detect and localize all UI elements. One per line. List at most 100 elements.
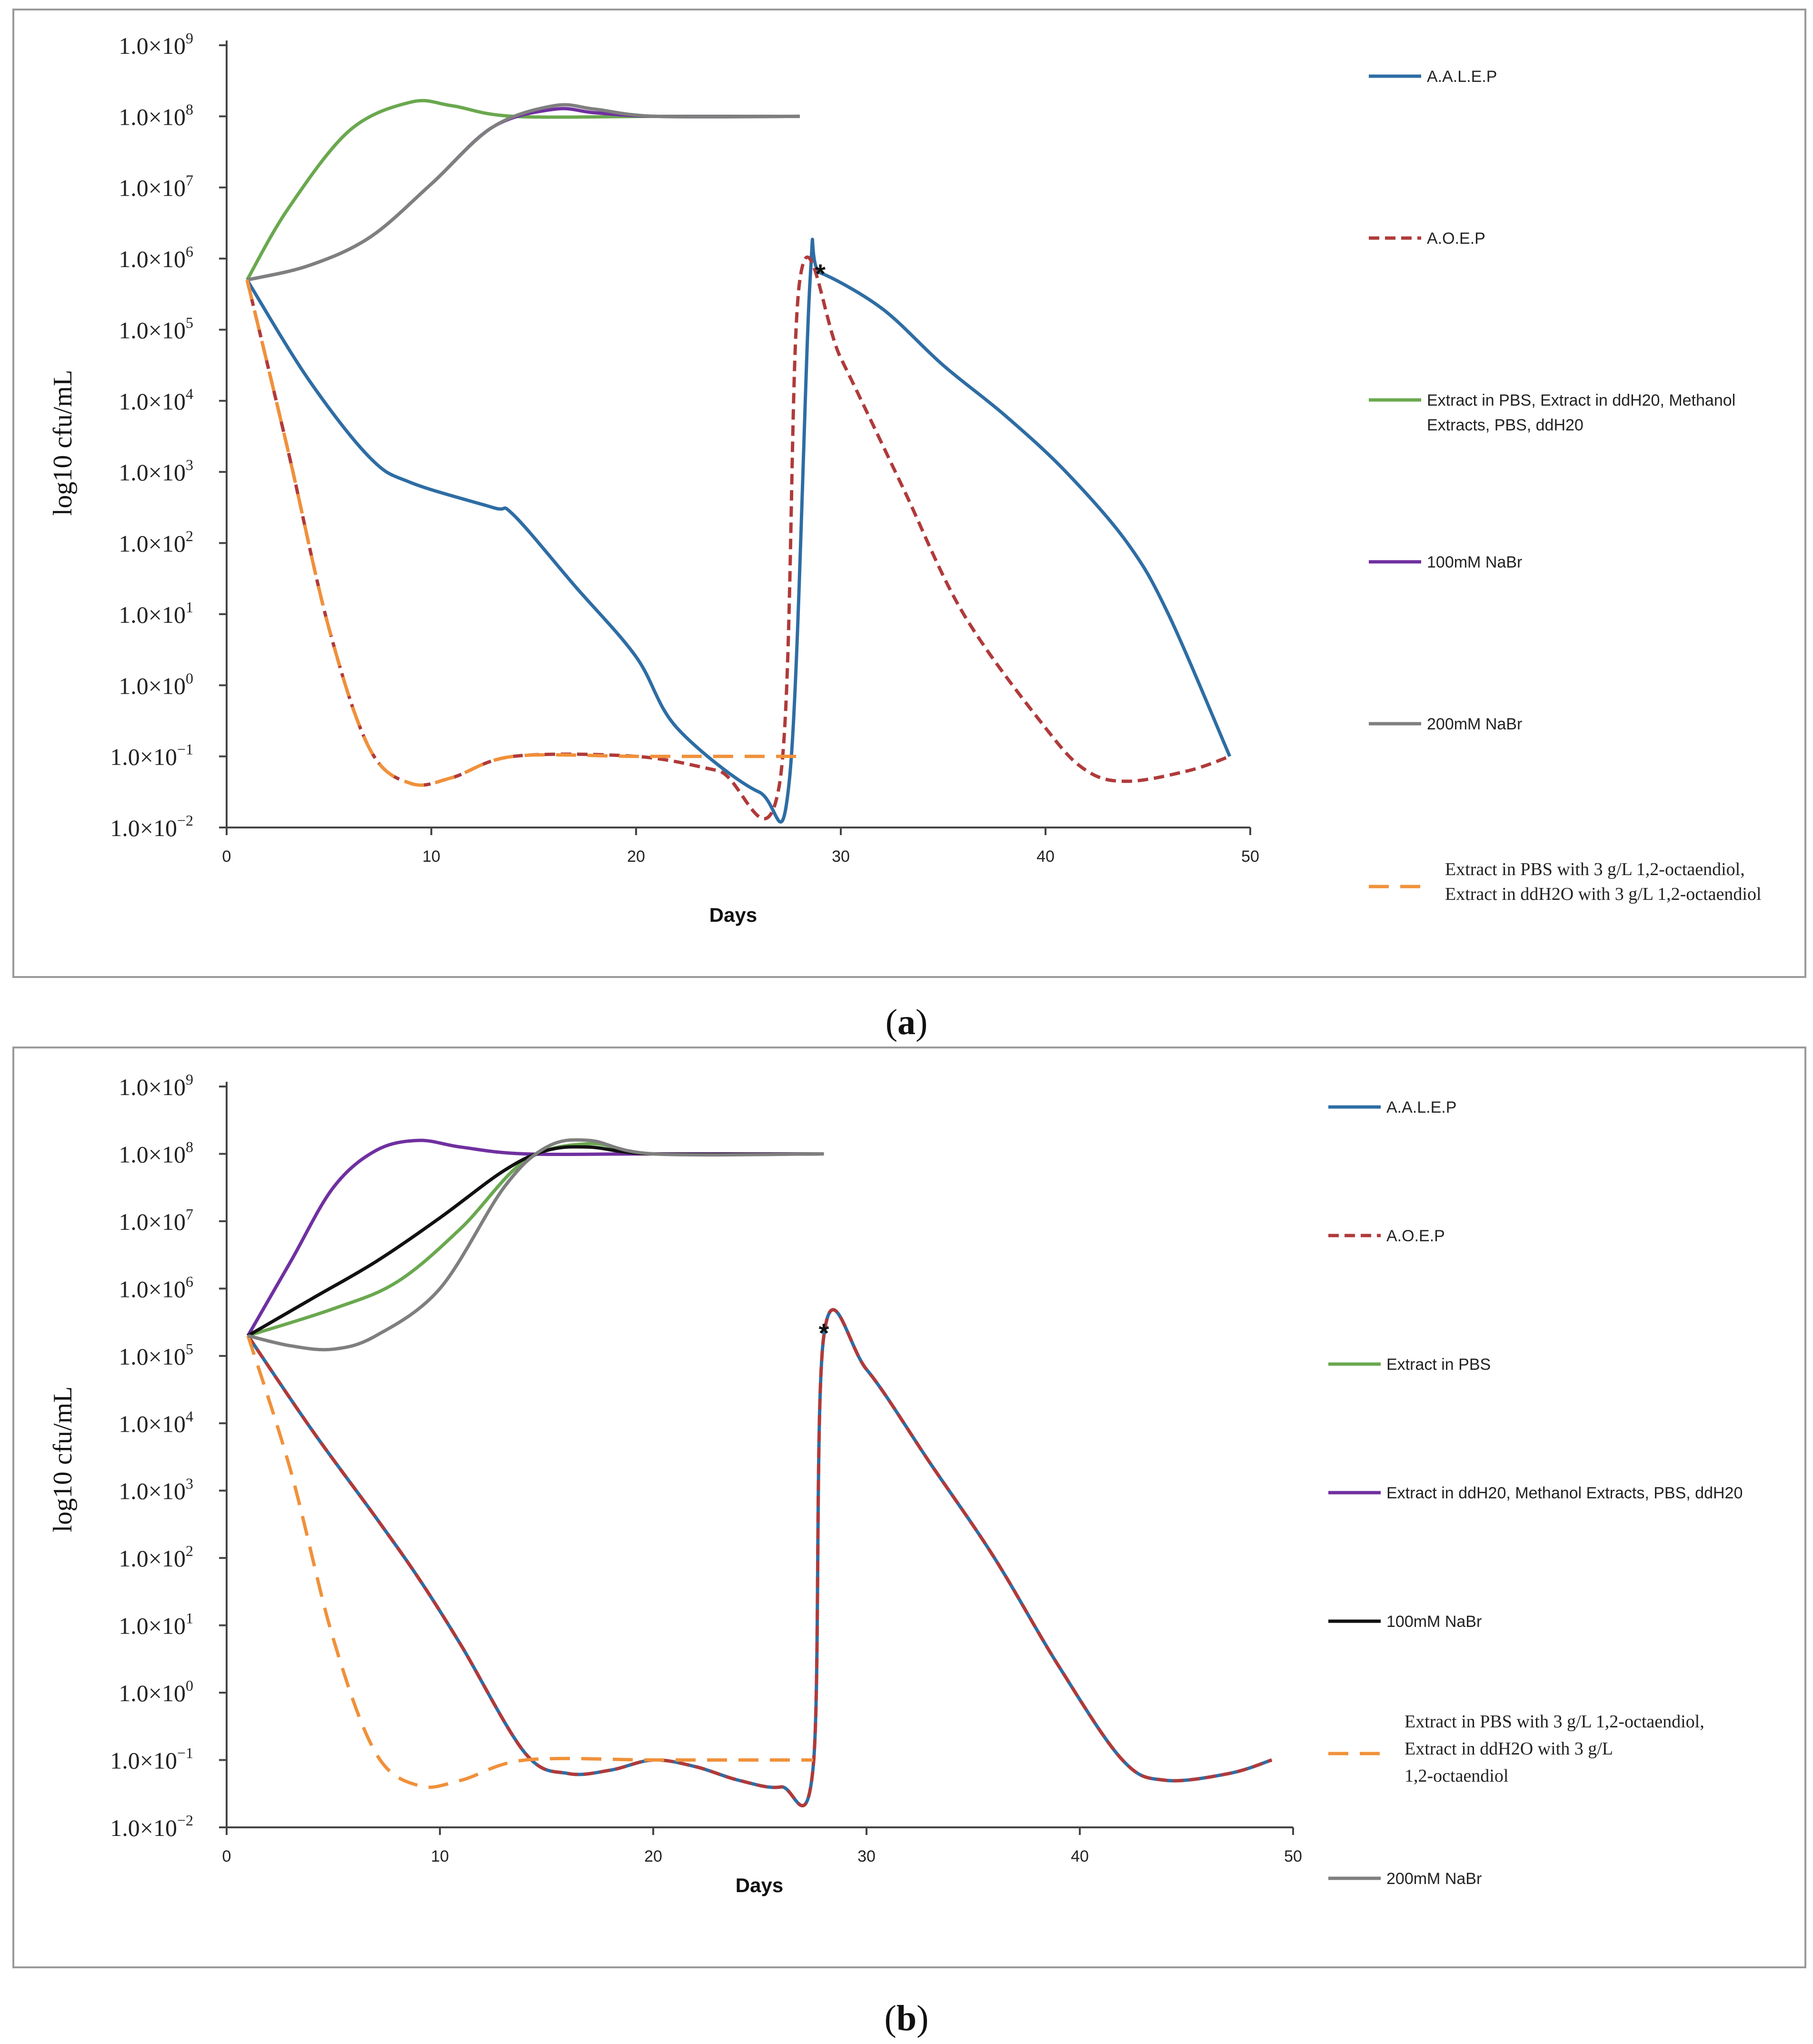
y-tick-label: 1.0×105 bbox=[119, 314, 193, 343]
y-tick-exponent: −2 bbox=[177, 812, 193, 829]
legend-label: Extracts, PBS, ddH20 bbox=[1427, 416, 1584, 434]
y-tick-label: 1.0×103 bbox=[119, 1475, 193, 1505]
y-tick-mantissa: 1.0×10 bbox=[119, 1613, 186, 1639]
y-tick-label: 1.0×105 bbox=[119, 1340, 193, 1370]
y-tick-label: 1.0×10−2 bbox=[110, 812, 193, 841]
y-tick-mantissa: 1.0×10 bbox=[119, 388, 186, 415]
y-tick-label: 1.0×104 bbox=[119, 1407, 193, 1437]
y-tick-mantissa: 1.0×10 bbox=[119, 1276, 186, 1302]
y-tick-label: 1.0×103 bbox=[119, 456, 193, 486]
y-tick-mantissa: 1.0×10 bbox=[119, 1410, 186, 1437]
legend-label: A.A.L.E.P bbox=[1386, 1098, 1456, 1117]
y-tick-exponent: 7 bbox=[186, 1206, 193, 1223]
panel-letter: a bbox=[897, 1002, 916, 1042]
x-tick-label: 30 bbox=[857, 1847, 876, 1865]
y-axis-ticks: 1.0×10−21.0×10−11.0×1001.0×1011.0×1021.0… bbox=[110, 30, 227, 841]
y-tick-mantissa: 1.0×10 bbox=[119, 1343, 186, 1370]
x-tick-label: 10 bbox=[422, 848, 440, 866]
y-tick-mantissa: 1.0×10 bbox=[119, 1141, 186, 1167]
series-line-a-a-l-e-p bbox=[246, 238, 1232, 824]
y-tick-label: 1.0×10−1 bbox=[110, 1745, 193, 1774]
legend-label: 100mM NaBr bbox=[1386, 1613, 1482, 1631]
x-tick-label: 0 bbox=[222, 848, 231, 866]
legend-item-a-o-e-p: A.O.E.P bbox=[1369, 229, 1485, 248]
y-tick-exponent: 9 bbox=[186, 30, 193, 47]
legend-label: Extract in PBS with 3 g/L 1,2-octaendiol… bbox=[1405, 1712, 1704, 1732]
legend-label: Extract in PBS bbox=[1386, 1356, 1491, 1374]
y-tick-exponent: 1 bbox=[186, 1610, 193, 1627]
panel-letter: b bbox=[897, 1998, 916, 2038]
legend-label: A.A.L.E.P bbox=[1427, 68, 1497, 86]
legend-label: Extract in PBS, Extract in ddH20, Methan… bbox=[1427, 391, 1735, 409]
y-tick-mantissa: 1.0×10 bbox=[119, 246, 186, 272]
series-line-extract-in-pbs-with-3-g-l-1-2-octaendiol-extract-in-ddh2o-with-3-g-l-1-2-octaendiol bbox=[246, 1335, 813, 1789]
y-tick-label: 1.0×10−2 bbox=[110, 1812, 193, 1841]
panel-label-a: (a) bbox=[886, 1002, 928, 1042]
y-tick-mantissa: 1.0×10 bbox=[119, 1478, 186, 1505]
y-tick-mantissa: 1.0×10 bbox=[119, 175, 186, 201]
y-tick-exponent: 5 bbox=[186, 1340, 193, 1357]
y-tick-exponent: 0 bbox=[186, 1677, 193, 1694]
legend-label: Extract in PBS with 3 g/L 1,2-octaendiol… bbox=[1445, 859, 1745, 879]
y-tick-exponent: 6 bbox=[186, 243, 193, 260]
x-tick-label: 20 bbox=[627, 848, 645, 866]
y-tick-exponent: 3 bbox=[186, 1475, 193, 1492]
legend-item-extract-in-pbs-extract-in-ddh20-methanol-extracts-pbs-ddh20: Extract in PBS, Extract in ddH20, Methan… bbox=[1369, 391, 1735, 434]
y-tick-exponent: −2 bbox=[177, 1812, 193, 1829]
y-tick-label: 1.0×102 bbox=[119, 1542, 193, 1572]
series-line-200mm-nabr bbox=[247, 1138, 824, 1352]
y-tick-exponent: −1 bbox=[177, 1745, 193, 1762]
legend-label: 200mM NaBr bbox=[1386, 1870, 1482, 1888]
y-tick-label: 1.0×101 bbox=[119, 1610, 193, 1639]
x-axis-label: Days bbox=[736, 1874, 783, 1896]
x-tick-label: 20 bbox=[644, 1847, 662, 1865]
x-tick-label: 40 bbox=[1071, 1847, 1089, 1865]
legend-label: Extract in ddH20, Methanol Extracts, PBS… bbox=[1386, 1484, 1743, 1502]
y-tick-label: 1.0×102 bbox=[119, 528, 193, 557]
legend-item-a-a-l-e-p: A.A.L.E.P bbox=[1328, 1098, 1456, 1117]
peak-annotation: * bbox=[815, 259, 826, 289]
y-tick-exponent: 4 bbox=[186, 1407, 193, 1425]
x-tick-label: 0 bbox=[222, 1847, 231, 1865]
series-group bbox=[246, 1138, 1273, 1807]
y-tick-label: 1.0×108 bbox=[119, 100, 193, 130]
y-tick-mantissa: 1.0×10 bbox=[119, 103, 186, 130]
series-line-extract-in-pbs-with-3-g-l-1-2-octaendiol-extract-in-ddh2o-with-3-g-l-1-2-octaendiol bbox=[245, 279, 800, 787]
y-tick-label: 1.0×10−1 bbox=[110, 741, 193, 770]
x-axis-ticks: 0 10 20 30 40 50 bbox=[222, 1827, 1302, 1865]
y-tick-exponent: 3 bbox=[186, 456, 193, 473]
legend: A.A.L.E.P A.O.E.P Extract in PBS, Extract … bbox=[1369, 68, 1762, 904]
panel-frame bbox=[12, 9, 1806, 978]
x-tick-label: 50 bbox=[1284, 1847, 1302, 1865]
y-tick-label: 1.0×104 bbox=[119, 385, 193, 415]
x-tick-label: 40 bbox=[1036, 848, 1055, 866]
y-tick-mantissa: 1.0×10 bbox=[119, 1208, 186, 1235]
y-axis-ticks: 1.0×10−21.0×10−11.0×1001.0×1011.0×1021.0… bbox=[110, 1071, 227, 1841]
legend-item-extract-in-pbs: Extract in PBS bbox=[1328, 1356, 1491, 1374]
y-tick-label: 1.0×100 bbox=[119, 669, 193, 699]
y-tick-label: 1.0×101 bbox=[119, 598, 193, 628]
legend-label: 100mM NaBr bbox=[1427, 553, 1522, 571]
y-axis-label: log10 cfu/mL bbox=[48, 1386, 78, 1532]
y-tick-exponent: 2 bbox=[186, 1542, 193, 1559]
legend-item-extract-in-pbs-with-3-g-l-1-2-octaendiol-extract-in-ddh2o-with-3-g-l-1-2-octaendiol: Extract in PBS with 3 g/L 1,2-octaendiol… bbox=[1369, 859, 1762, 904]
y-tick-exponent: 9 bbox=[186, 1071, 193, 1088]
x-tick-label: 10 bbox=[431, 1847, 449, 1865]
chart-panel-b: 1.0×10−21.0×10−11.0×1001.0×1011.0×1021.0… bbox=[12, 1047, 1806, 1968]
y-tick-mantissa: 1.0×10 bbox=[119, 32, 186, 59]
legend-item-a-o-e-p: A.O.E.P bbox=[1328, 1227, 1445, 1245]
y-tick-label: 1.0×107 bbox=[119, 172, 193, 201]
y-tick-exponent: 8 bbox=[186, 1138, 193, 1155]
y-tick-exponent: −1 bbox=[177, 741, 193, 758]
series-line-a-o-e-p bbox=[246, 1308, 1273, 1807]
series-line-200mm-nabr bbox=[247, 103, 800, 282]
legend-label: A.O.E.P bbox=[1427, 229, 1485, 248]
y-tick-exponent: 0 bbox=[186, 669, 193, 687]
legend-item-extract-in-pbs-with-3-g-l-1-2-octaendiol-extract-in-ddh2o-with-3-g-l-1-2-octaendiol: Extract in PBS with 3 g/L 1,2-octaendiol… bbox=[1328, 1712, 1704, 1786]
legend-item-200mm-nabr: 200mM NaBr bbox=[1328, 1870, 1482, 1888]
legend-label: Extract in ddH2O with 3 g/L bbox=[1405, 1739, 1613, 1759]
y-tick-exponent: 8 bbox=[186, 100, 193, 118]
y-tick-exponent: 6 bbox=[186, 1273, 193, 1290]
y-tick-mantissa: 1.0×10 bbox=[119, 317, 186, 343]
